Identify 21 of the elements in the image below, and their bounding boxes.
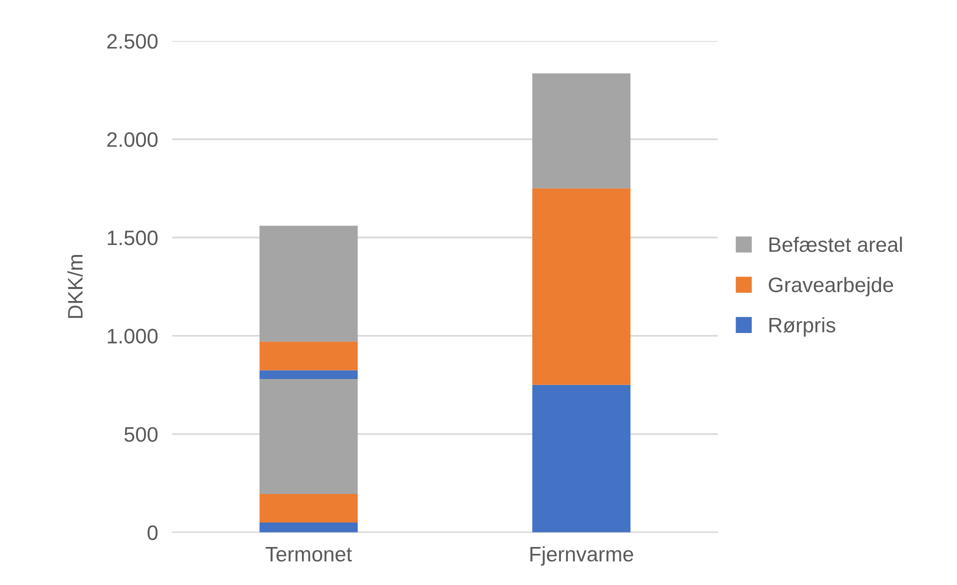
bar xyxy=(260,226,358,342)
bar xyxy=(260,370,358,380)
x-tick-label: Termonet xyxy=(266,547,352,562)
y-tick-label: 1.000 xyxy=(108,328,158,344)
y-tick-label: 500 xyxy=(124,427,158,442)
y-tick-label: 0 xyxy=(148,525,158,540)
legend-label: Befæstet areal xyxy=(769,236,902,252)
bar xyxy=(260,522,358,532)
y-axis-title: DKK/m xyxy=(67,255,83,318)
y-tick-label: 1.500 xyxy=(108,230,158,246)
bar xyxy=(260,342,358,370)
bar xyxy=(260,494,358,523)
bar xyxy=(532,73,630,188)
x-tick-label: Fjernvarme xyxy=(530,546,634,566)
y-tick-label: 2.500 xyxy=(107,34,158,49)
bar xyxy=(532,384,630,532)
legend-label: Rørpris xyxy=(769,317,836,337)
y-tick-label: 2.000 xyxy=(107,132,158,147)
legend-label: Gravearbejde xyxy=(768,276,894,296)
bar xyxy=(532,188,630,385)
bar xyxy=(260,379,358,494)
